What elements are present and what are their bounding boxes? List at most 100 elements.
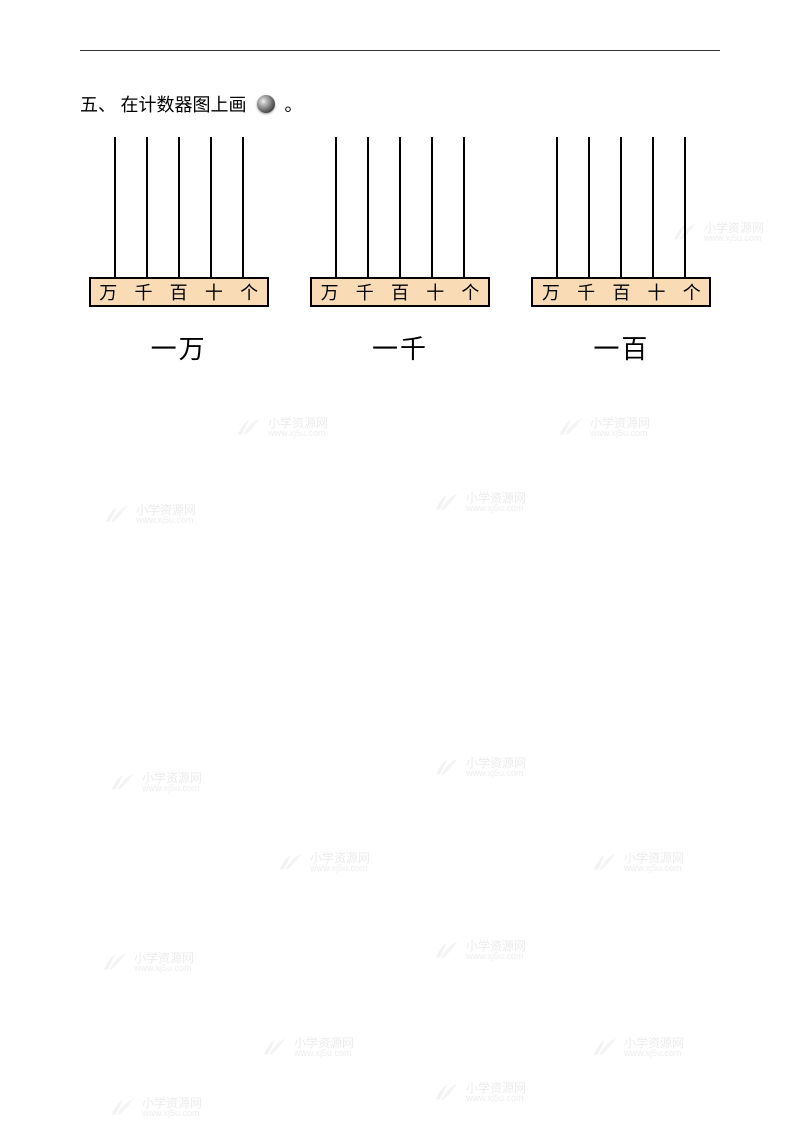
watermark: 小学资源网 www.xj5u.com xyxy=(432,490,526,514)
watermark-text: 小学资源网 www.xj5u.com xyxy=(466,757,526,778)
abacus-rod xyxy=(146,137,148,277)
abacus-number-label: 一万 xyxy=(151,329,207,366)
watermark-line1: 小学资源网 xyxy=(466,940,526,952)
place-label: 百 xyxy=(161,279,196,305)
place-label: 百 xyxy=(604,279,639,305)
leaf-icon xyxy=(260,1035,290,1059)
leaf-icon xyxy=(102,502,132,526)
watermark: 小学资源网 www.xj5u.com xyxy=(590,850,684,874)
abacus-rods xyxy=(541,137,701,277)
abacus-rod xyxy=(556,137,558,277)
watermark: 小学资源网 www.xj5u.com xyxy=(432,1080,526,1104)
abacus-rod xyxy=(463,137,465,277)
watermark-text: 小学资源网 www.xj5u.com xyxy=(590,417,650,438)
watermark-line2: www.xj5u.com xyxy=(466,504,526,513)
abacus-rod xyxy=(652,137,654,277)
watermark-line2: www.xj5u.com xyxy=(136,516,196,525)
watermark: 小学资源网 www.xj5u.com xyxy=(556,415,650,439)
watermark-line2: www.xj5u.com xyxy=(142,784,202,793)
abacus-item: 万千百十个一千 xyxy=(301,137,498,366)
watermark-text: 小学资源网 www.xj5u.com xyxy=(142,772,202,793)
abacus-rod xyxy=(399,137,401,277)
watermark-line2: www.xj5u.com xyxy=(466,1094,526,1103)
watermark: 小学资源网 www.xj5u.com xyxy=(260,1035,354,1059)
place-label: 十 xyxy=(418,279,453,305)
watermark: 小学资源网 www.xj5u.com xyxy=(432,938,526,962)
abacus-rod xyxy=(684,137,686,277)
watermark-line2: www.xj5u.com xyxy=(466,769,526,778)
leaf-icon xyxy=(590,850,620,874)
watermark: 小学资源网 www.xj5u.com xyxy=(276,850,370,874)
place-label: 万 xyxy=(91,279,126,305)
leaf-icon xyxy=(234,415,264,439)
watermark: 小学资源网 www.xj5u.com xyxy=(108,1095,202,1119)
watermark-line1: 小学资源网 xyxy=(466,492,526,504)
abacus: 万千百十个 xyxy=(310,137,490,307)
place-label: 千 xyxy=(126,279,161,305)
leaf-icon xyxy=(432,938,462,962)
abacus-rod xyxy=(178,137,180,277)
abacus-number-label: 一百 xyxy=(593,329,649,366)
watermark: 小学资源网 www.xj5u.com xyxy=(234,415,328,439)
leaf-icon xyxy=(590,1035,620,1059)
bead-icon xyxy=(257,95,275,113)
leaf-icon xyxy=(432,1080,462,1104)
abacus-base: 万千百十个 xyxy=(310,277,490,307)
abacus-row: 万千百十个一万万千百十个一千万千百十个一百 xyxy=(80,137,720,366)
watermark-line2: www.xj5u.com xyxy=(294,1049,354,1058)
watermark-line2: www.xj5u.com xyxy=(268,429,328,438)
watermark-text: 小学资源网 www.xj5u.com xyxy=(268,417,328,438)
watermark-text: 小学资源网 www.xj5u.com xyxy=(624,852,684,873)
watermark-line1: 小学资源网 xyxy=(136,504,196,516)
place-label: 百 xyxy=(382,279,417,305)
leaf-icon xyxy=(108,1095,138,1119)
watermark-line1: 小学资源网 xyxy=(624,852,684,864)
place-label: 千 xyxy=(569,279,604,305)
watermark-line1: 小学资源网 xyxy=(466,1082,526,1094)
watermark: 小学资源网 www.xj5u.com xyxy=(100,950,194,974)
leaf-icon xyxy=(432,755,462,779)
watermark-line2: www.xj5u.com xyxy=(134,964,194,973)
abacus-rod xyxy=(431,137,433,277)
abacus-base: 万千百十个 xyxy=(89,277,269,307)
watermark-line1: 小学资源网 xyxy=(134,952,194,964)
abacus-item: 万千百十个一百 xyxy=(523,137,720,366)
abacus-rod xyxy=(588,137,590,277)
watermark-line2: www.xj5u.com xyxy=(624,864,684,873)
watermark-text: 小学资源网 www.xj5u.com xyxy=(466,492,526,513)
watermark: 小学资源网 www.xj5u.com xyxy=(108,770,202,794)
question-title: 五、 在计数器图上画 。 xyxy=(80,91,720,117)
watermark-line1: 小学资源网 xyxy=(142,772,202,784)
watermark-text: 小学资源网 www.xj5u.com xyxy=(136,504,196,525)
watermark-text: 小学资源网 www.xj5u.com xyxy=(466,1082,526,1103)
watermark: 小学资源网 www.xj5u.com xyxy=(102,502,196,526)
place-label: 万 xyxy=(533,279,568,305)
watermark-text: 小学资源网 www.xj5u.com xyxy=(142,1097,202,1118)
watermark-line1: 小学资源网 xyxy=(310,852,370,864)
leaf-icon xyxy=(556,415,586,439)
watermark-line2: www.xj5u.com xyxy=(590,429,650,438)
place-label: 十 xyxy=(196,279,231,305)
place-label: 个 xyxy=(231,279,266,305)
place-label: 个 xyxy=(453,279,488,305)
place-label: 千 xyxy=(347,279,382,305)
abacus-rods xyxy=(99,137,259,277)
page-content: 五、 在计数器图上画 。 万千百十个一万万千百十个一千万千百十个一百 xyxy=(0,0,800,416)
watermark: 小学资源网 www.xj5u.com xyxy=(432,755,526,779)
abacus-rod xyxy=(620,137,622,277)
abacus: 万千百十个 xyxy=(89,137,269,307)
watermark-line1: 小学资源网 xyxy=(142,1097,202,1109)
watermark: 小学资源网 www.xj5u.com xyxy=(590,1035,684,1059)
watermark-line1: 小学资源网 xyxy=(294,1037,354,1049)
top-rule xyxy=(80,50,720,51)
watermark-text: 小学资源网 www.xj5u.com xyxy=(466,940,526,961)
abacus-number-label: 一千 xyxy=(372,329,428,366)
watermark-line1: 小学资源网 xyxy=(466,757,526,769)
abacus: 万千百十个 xyxy=(531,137,711,307)
abacus-rod xyxy=(242,137,244,277)
place-label: 万 xyxy=(312,279,347,305)
title-text-pre: 五、 在计数器图上画 xyxy=(80,91,247,117)
abacus-rod xyxy=(335,137,337,277)
abacus-rods xyxy=(320,137,480,277)
abacus-rod xyxy=(367,137,369,277)
